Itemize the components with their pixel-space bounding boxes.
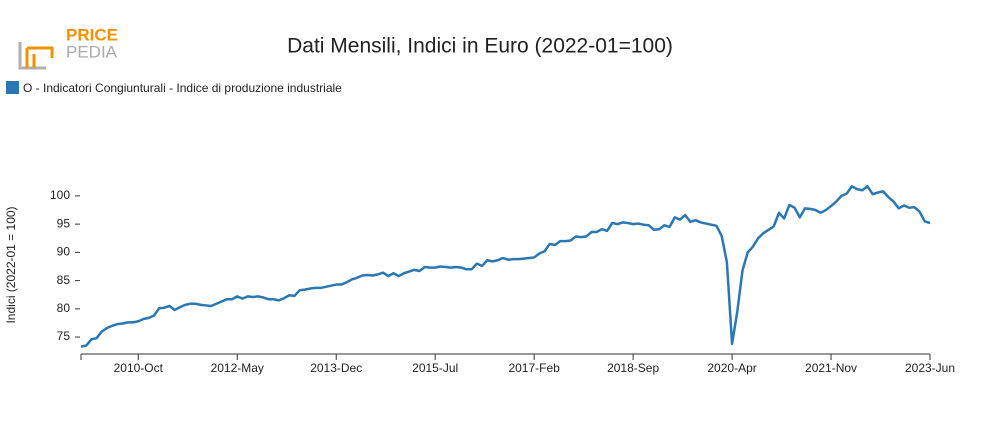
data-line (80, 185, 931, 348)
logo-text: PEDIA (66, 42, 118, 61)
logo: PRICE PEDIA (18, 25, 118, 70)
x-tick-label: 2015-Jul (412, 361, 458, 375)
chart-title: Dati Mensili, Indici in Euro (2022-01=10… (287, 35, 673, 58)
x-tick-label: 2020-Apr (707, 361, 756, 375)
y-tick-label: 75 (57, 329, 71, 343)
x-tick-label: 2021-Nov (805, 361, 857, 375)
y-axis-label: Indici (2022-01 = 100) (4, 206, 18, 323)
legend-label: O - Indicatori Congiunturali - Indice di… (23, 81, 342, 95)
x-tick-label: 2010-Oct (114, 361, 164, 375)
logo-icon (18, 42, 46, 70)
x-tick-label: 2018-Sep (607, 361, 659, 375)
x-tick-label: 2013-Dec (310, 361, 362, 375)
legend-swatch (6, 81, 19, 94)
y-tick-label: 90 (57, 245, 71, 259)
y-tick-label: 80 (57, 301, 71, 315)
y-tick-label: 95 (57, 216, 71, 230)
x-tick-label: 2017-Feb (508, 361, 560, 375)
x-tick-label: 2012-May (211, 361, 264, 375)
logo-icon (25, 46, 54, 68)
x-tick-label: 2023-Jun (905, 361, 955, 375)
y-tick-label: 85 (57, 273, 71, 287)
logo-text: PRICE (66, 25, 118, 44)
y-tick-label: 100 (50, 188, 70, 202)
